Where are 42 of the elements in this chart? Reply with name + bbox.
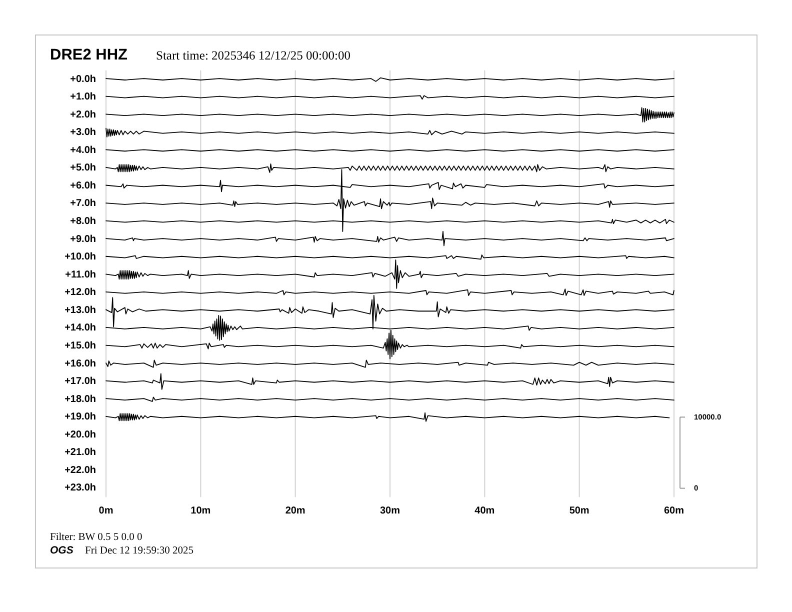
x-tick-label: 0m [98,506,114,516]
y-tick-label: +4.0h [70,144,96,156]
y-tick-label: +5.0h [70,162,96,174]
text: Fri Dec 12 19:59:30 2025 [85,546,194,556]
y-tick-label: +11.0h [65,269,96,280]
x-tick-label: 60m [664,506,684,516]
text: OGS [50,544,74,556]
line-series [106,360,674,368]
line-series [106,412,670,422]
y-tick-label: +16.0h [64,358,96,370]
y-tick-label: +12.0h [64,287,96,298]
x-tick-label: 10m [190,506,211,516]
y-tick-label: +1.0h [70,92,96,103]
y-tick-label: +21.0h [64,447,96,458]
y-tick-label: +2.0h [70,109,96,120]
x-tick-label: 50m [569,506,590,516]
y-tick-label: +23.0h [64,482,96,494]
y-tick-label: +9.0h [70,234,96,245]
y-tick-label: +17.0h [64,376,96,388]
line-series [106,107,674,122]
line-series [106,373,674,390]
x-tick-label: 30m [380,506,400,516]
x-tick-label: 20m [285,506,306,516]
y-tick-label: +20.0h [64,429,96,440]
y-tick-label: +14.0h [64,322,96,334]
y-tick-label: +3.0h [70,127,96,138]
line-series [106,231,674,246]
line-series [106,128,674,138]
y-tick-label: +0.0h [70,74,96,85]
y-tick-label: +19.0h [64,412,96,423]
chart-subtitle: Start time: 2025346 12/12/25 00:00:00 [156,48,350,62]
y-tick-label: +13.0h [64,304,96,316]
y-tick-label: +7.0h [70,198,96,210]
y-tick-label: +8.0h [70,216,96,228]
x-tick-label: 40m [474,506,495,516]
y-tick-label: +15.0h [64,340,96,352]
y-tick-label: +10.0h [64,252,96,263]
chart-title: DRE2 HHZ [50,46,128,64]
text: Filter: BW 0.5 5 0.0 0 [50,532,142,543]
y-tick-label: +22.0h [64,464,96,476]
y-tick-label: +18.0h [64,394,96,405]
y-tick-label: +6.0h [70,180,96,192]
